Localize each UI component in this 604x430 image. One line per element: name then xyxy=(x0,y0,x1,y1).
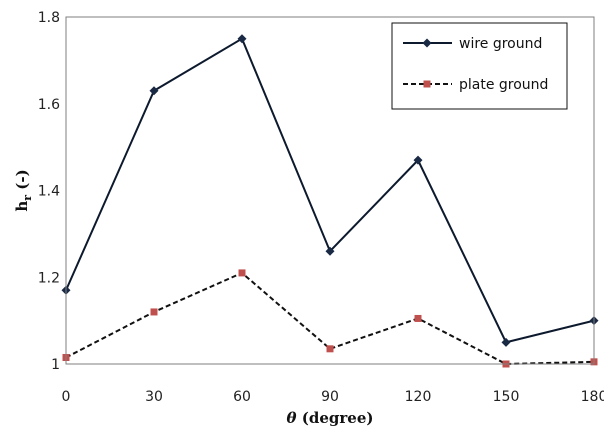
x-axis-symbol: θ xyxy=(287,409,297,427)
legend-marker xyxy=(424,81,431,88)
data-point xyxy=(415,315,422,322)
x-tick-label: 0 xyxy=(62,389,71,405)
data-point xyxy=(150,86,159,95)
x-tick-label: 60 xyxy=(233,389,251,405)
y-tick-label: 1 xyxy=(51,357,60,373)
x-axis-unit: (degree) xyxy=(297,409,374,427)
data-point xyxy=(151,308,158,315)
data-point xyxy=(327,345,334,352)
x-tick-label: 150 xyxy=(493,389,520,405)
y-tick-label: 1.4 xyxy=(38,184,60,200)
y-tick-label: 1.8 xyxy=(38,10,60,26)
data-point xyxy=(239,269,246,276)
data-point xyxy=(502,338,511,347)
y-axis-unit: (-) xyxy=(13,169,31,195)
y-axis-symbol: h xyxy=(13,201,31,212)
y-tick-labels: 1 1.2 1.4 1.6 1.8 xyxy=(38,10,60,373)
x-axis-label: θ (degree) xyxy=(287,409,374,427)
x-tick-label: 30 xyxy=(145,389,163,405)
legend-label: wire ground xyxy=(459,36,542,52)
legend-label: plate ground xyxy=(459,77,548,93)
x-tick-labels: 0 30 60 90 120 150 180 xyxy=(62,389,604,405)
series-plate-ground xyxy=(63,269,598,367)
data-point xyxy=(238,34,247,43)
x-tick-label: 120 xyxy=(405,389,432,405)
x-tick-label: 90 xyxy=(321,389,339,405)
legend: wire ground plate ground xyxy=(392,23,567,109)
x-tick-label: 180 xyxy=(581,389,604,405)
y-tick-label: 1.6 xyxy=(38,97,60,113)
y-tick-label: 1.2 xyxy=(38,270,60,286)
y-axis-label: hr (-) xyxy=(13,169,34,211)
